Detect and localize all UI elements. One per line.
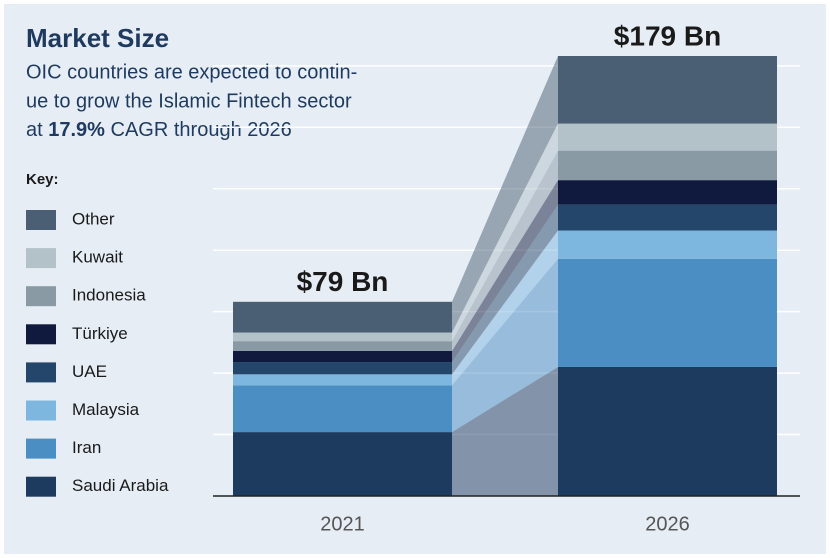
bar-segment xyxy=(558,366,777,496)
legend-label: Türkiye xyxy=(72,324,128,343)
connector-band xyxy=(452,258,558,433)
bar-segment xyxy=(233,301,452,333)
x-tick-label: 2021 xyxy=(320,513,365,535)
legend-label: Iran xyxy=(72,438,101,457)
chart-title: Market Size xyxy=(26,23,169,53)
legend-label: Kuwait xyxy=(72,248,123,267)
legend-label: Malaysia xyxy=(72,400,140,419)
total-label: $179 Bn xyxy=(614,20,721,51)
legend-label: Saudi Arabia xyxy=(72,476,169,495)
legend-label: Indonesia xyxy=(72,286,146,305)
legend-title: Key: xyxy=(26,171,59,188)
connector-band xyxy=(452,56,558,333)
bar-segment xyxy=(233,341,452,351)
bar-segment xyxy=(233,385,452,433)
bar-segment xyxy=(558,258,777,367)
subtitle: OIC countries are expected to contin- xyxy=(26,61,357,83)
subtitle: ue to grow the Islamic Fintech sector xyxy=(26,90,352,112)
connector-band xyxy=(452,366,558,496)
bar-segment xyxy=(558,150,777,181)
legend-swatch xyxy=(26,476,56,497)
legend-swatch xyxy=(26,286,56,307)
connector-band xyxy=(452,230,558,386)
subtitle-text: at xyxy=(26,119,48,141)
subtitle-highlight: 17.9% xyxy=(48,119,105,141)
connector-band xyxy=(452,204,558,375)
bar-segment xyxy=(558,204,777,231)
bar-segment xyxy=(233,374,452,386)
subtitle: at 17.9% CAGR through 2026 xyxy=(26,119,292,141)
bar-segment xyxy=(233,332,452,342)
x-tick-label: 2026 xyxy=(645,513,690,535)
legend-swatch xyxy=(26,210,56,230)
legend-label: Other xyxy=(72,209,115,228)
connector-band xyxy=(452,180,558,363)
connector-band xyxy=(452,123,558,342)
bar-segment xyxy=(558,180,777,205)
legend-swatch xyxy=(26,362,56,383)
legend-swatch xyxy=(26,400,56,421)
subtitle-text: CAGR through 2026 xyxy=(105,119,292,141)
legend-swatch xyxy=(26,438,56,459)
connector-band xyxy=(452,150,558,351)
bar-segment xyxy=(233,432,452,496)
bar-segment xyxy=(233,350,452,363)
legend-label: UAE xyxy=(72,362,107,381)
total-label: $79 Bn xyxy=(297,266,389,297)
bar-segment xyxy=(558,123,777,151)
legend-swatch xyxy=(26,248,56,269)
bar-segment xyxy=(558,56,777,124)
bar-segment xyxy=(233,362,452,375)
bar-segment xyxy=(558,230,777,259)
legend-swatch xyxy=(26,324,56,345)
